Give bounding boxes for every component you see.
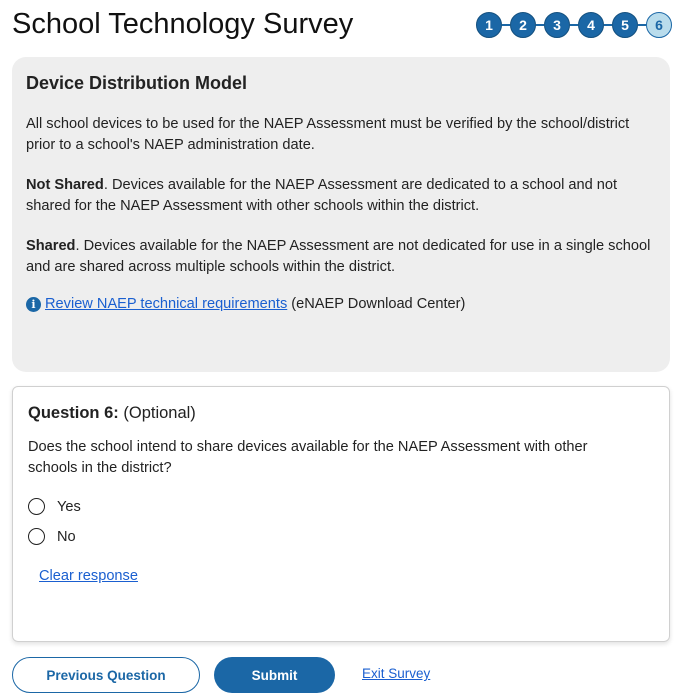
- option-yes[interactable]: Yes: [28, 498, 654, 515]
- step-connector: [536, 24, 544, 26]
- step-connector: [502, 24, 510, 26]
- step-6-current: 6: [646, 12, 672, 38]
- info-panel: Device Distribution Model All school dev…: [12, 57, 670, 372]
- step-1[interactable]: 1: [476, 12, 502, 38]
- requirements-link-row: i Review NAEP technical requirements (eN…: [26, 296, 656, 312]
- question-optional: (Optional): [123, 404, 196, 422]
- clear-response-link[interactable]: Clear response: [39, 568, 138, 584]
- radio-yes[interactable]: [28, 498, 45, 515]
- info-intro: All school devices to be used for the NA…: [26, 116, 630, 153]
- not-shared-text: . Devices available for the NAEP Assessm…: [26, 177, 618, 214]
- not-shared-label: Not Shared: [26, 177, 104, 193]
- question-title: Question 6: (Optional): [28, 404, 654, 423]
- technical-requirements-link[interactable]: Review NAEP technical requirements: [45, 296, 288, 312]
- option-no-label: No: [57, 528, 76, 545]
- shared-label: Shared: [26, 238, 76, 254]
- option-yes-label: Yes: [57, 498, 81, 515]
- radio-no[interactable]: [28, 528, 45, 545]
- step-4[interactable]: 4: [578, 12, 604, 38]
- step-2[interactable]: 2: [510, 12, 536, 38]
- option-no[interactable]: No: [28, 528, 654, 545]
- page-title: School Technology Survey: [12, 8, 354, 40]
- step-3[interactable]: 3: [544, 12, 570, 38]
- link-suffix: (eNAEP Download Center): [291, 296, 466, 312]
- shared-text: . Devices available for the NAEP Assessm…: [26, 238, 651, 275]
- previous-question-button[interactable]: Previous Question: [12, 657, 200, 693]
- question-number: Question 6:: [28, 404, 119, 422]
- not-shared-definition: Not Shared. Devices available for the NA…: [26, 175, 656, 217]
- exit-survey-link[interactable]: Exit Survey: [362, 666, 431, 681]
- step-5[interactable]: 5: [612, 12, 638, 38]
- progress-stepper: 1 2 3 4 5 6: [476, 12, 672, 38]
- submit-button[interactable]: Submit: [214, 657, 335, 693]
- step-connector: [638, 24, 646, 26]
- step-connector: [570, 24, 578, 26]
- info-heading: Device Distribution Model: [26, 73, 248, 93]
- question-card: Question 6: (Optional) Does the school i…: [12, 386, 670, 642]
- question-text: Does the school intend to share devices …: [28, 439, 588, 476]
- shared-definition: Shared. Devices available for the NAEP A…: [26, 236, 656, 278]
- info-icon: i: [26, 296, 41, 312]
- step-connector: [604, 24, 612, 26]
